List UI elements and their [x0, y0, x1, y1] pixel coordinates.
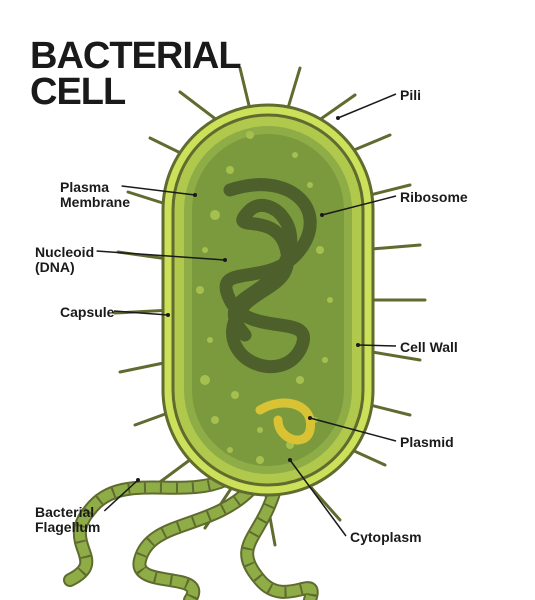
label-flagellum: BacterialFlagellum — [35, 505, 100, 536]
label-capsule: Capsule — [60, 305, 114, 320]
label-ribosome: Ribosome — [400, 190, 468, 205]
title-line1: BACTERIAL — [30, 38, 241, 74]
diagram-title: BACTERIAL CELL — [30, 38, 241, 110]
label-plasmid: Plasmid — [400, 435, 454, 450]
label-nucleoid: Nucleoid(DNA) — [35, 245, 94, 276]
title-line2: CELL — [30, 74, 241, 110]
label-cellwall: Cell Wall — [400, 340, 458, 355]
label-membrane: PlasmaMembrane — [60, 180, 130, 211]
label-pili: Pili — [400, 88, 421, 103]
label-cytoplasm: Cytoplasm — [350, 530, 422, 545]
